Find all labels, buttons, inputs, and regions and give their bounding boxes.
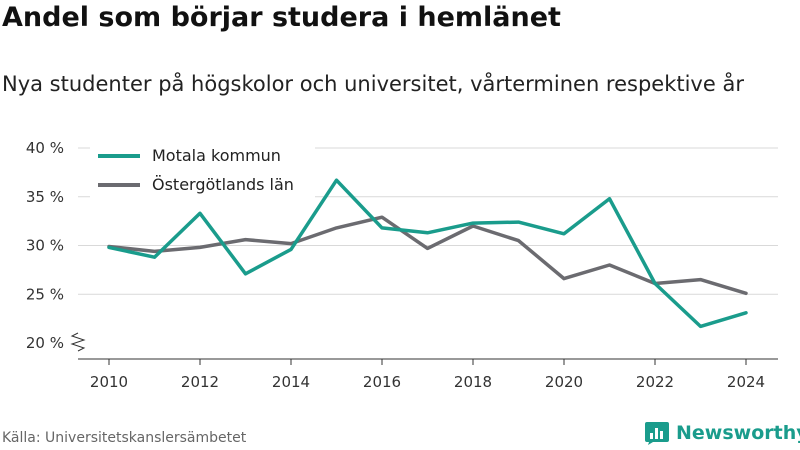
- y-tick-label: 20 %: [26, 334, 64, 352]
- bar-chart-logo-icon: [645, 422, 669, 445]
- y-tick-label: 30 %: [26, 237, 64, 255]
- y-tick-label: 40 %: [26, 139, 64, 157]
- y-axis: 20 % 25 % 30 % 35 % 40 %: [26, 139, 64, 352]
- legend-label: Motala kommun: [152, 146, 281, 165]
- axis-break-icon: [70, 332, 86, 352]
- series-lines: [107, 178, 748, 329]
- series-line: [107, 178, 748, 329]
- x-tick-label: 2020: [545, 373, 583, 391]
- legend-label: Östergötlands län: [152, 175, 294, 194]
- x-tick-label: 2010: [90, 373, 128, 391]
- legend: Motala kommun Östergötlands län: [90, 140, 315, 198]
- x-tick-label: 2012: [181, 373, 219, 391]
- y-tick-label: 25 %: [26, 285, 64, 303]
- chart-title: Andel som börjar studera i hemlänet: [2, 2, 561, 33]
- legend-background: [90, 140, 315, 198]
- x-axis: 2010 2012 2014 2016 2018 2020 2022 2024: [70, 332, 778, 391]
- series-line: [107, 215, 748, 296]
- x-tick-label: 2014: [272, 373, 310, 391]
- x-tick-label: 2024: [727, 373, 765, 391]
- x-tick-label: 2022: [636, 373, 674, 391]
- y-tick-label: 35 %: [26, 188, 64, 206]
- x-tick-label: 2016: [363, 373, 401, 391]
- chart-subtitle: Nya studenter på högskolor och universit…: [2, 72, 744, 96]
- brand-name: Newsworthy: [676, 422, 800, 444]
- brand-logo: Newsworthy: [644, 420, 800, 446]
- x-tick-label: 2018: [454, 373, 492, 391]
- source-note: Källa: Universitetskanslersämbetet: [2, 430, 247, 446]
